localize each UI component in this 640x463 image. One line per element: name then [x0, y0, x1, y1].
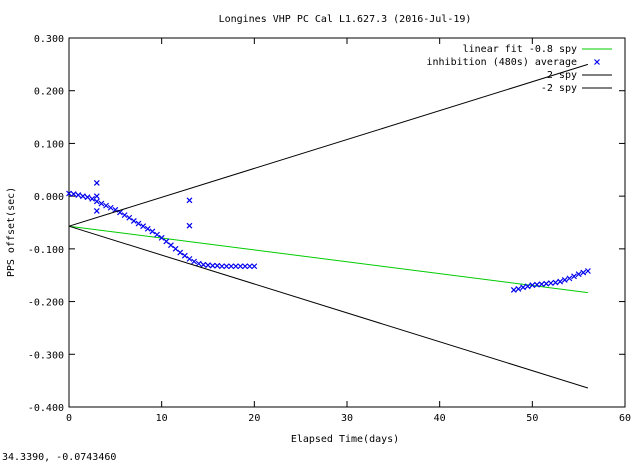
- series-line: [68, 225, 588, 294]
- x-tick-label: 50: [526, 413, 538, 424]
- y-tick-label: 0.300: [34, 34, 64, 45]
- data-point: [510, 287, 517, 293]
- y-tick-label: -0.300: [28, 350, 64, 361]
- data-point: [205, 262, 211, 269]
- data-point: [566, 275, 573, 282]
- data-point: [135, 220, 142, 227]
- data-point: [547, 280, 554, 287]
- data-point: [93, 198, 100, 205]
- data-point: [223, 263, 230, 270]
- y-tick-label: -0.200: [28, 298, 64, 309]
- data-point: [524, 283, 531, 290]
- data-point: [149, 228, 156, 235]
- data-point: [172, 245, 179, 252]
- data-point: [140, 223, 147, 230]
- data-point: [103, 202, 109, 209]
- data-point: [93, 180, 100, 186]
- series-line: [68, 63, 589, 227]
- x-tick-label: 40: [434, 413, 446, 424]
- data-point: [515, 285, 522, 292]
- x-tick-label: 10: [156, 413, 168, 424]
- data-point: [557, 278, 564, 285]
- x-tick-label: 20: [248, 413, 260, 424]
- data-point: [93, 207, 100, 214]
- data-point: [186, 197, 193, 204]
- data-point: [585, 268, 591, 274]
- y-tick-label: -0.100: [28, 245, 64, 256]
- series-layer: [66, 63, 591, 389]
- data-point: [79, 193, 86, 200]
- data-point: [75, 192, 82, 199]
- data-point: [520, 284, 526, 291]
- y-axis-label: PPS offset(sec): [6, 187, 17, 277]
- data-point: [552, 279, 559, 286]
- data-point: [186, 255, 193, 262]
- data-point: [144, 225, 151, 232]
- legend: linear fit -0.8 spy inhibition (480s) ave…: [426, 44, 612, 94]
- data-point: [168, 242, 174, 249]
- data-point: [130, 217, 137, 224]
- data-point: [580, 269, 587, 276]
- legend-swatch: [594, 59, 600, 65]
- x-tick-label: 0: [66, 413, 72, 424]
- data-point: [228, 263, 235, 270]
- data-point: [177, 249, 184, 256]
- series-line: [68, 225, 589, 389]
- data-point: [209, 262, 216, 269]
- y-tick-label: -0.400: [28, 403, 64, 414]
- data-point: [107, 204, 114, 211]
- series-line: [68, 225, 589, 389]
- data-point: [251, 263, 258, 270]
- data-point: [181, 252, 188, 259]
- data-point: [186, 222, 193, 229]
- data-point: [218, 263, 225, 270]
- data-point: [561, 277, 568, 283]
- data-point: [232, 263, 239, 270]
- data-point: [543, 280, 550, 287]
- x-tick-label: 30: [341, 413, 353, 424]
- series-scatter: [66, 180, 591, 293]
- data-point: [195, 260, 202, 267]
- data-point: [66, 190, 72, 197]
- data-point: [538, 281, 545, 288]
- legend-label: 2 spy: [547, 70, 577, 81]
- data-point: [98, 200, 105, 207]
- status-readout: 34.3390, -0.0743460: [2, 452, 116, 463]
- data-point: [529, 282, 536, 289]
- data-point: [89, 195, 96, 202]
- data-point: [571, 273, 577, 280]
- x-axis-label: Elapsed Time(days): [291, 434, 399, 445]
- y-tick-label: 0.100: [34, 139, 64, 150]
- data-point: [246, 263, 253, 270]
- data-point: [154, 231, 160, 238]
- data-point: [70, 191, 77, 197]
- series-line: [68, 63, 589, 227]
- x-tick-label: 60: [619, 413, 631, 424]
- data-point: [84, 194, 91, 201]
- data-point: [158, 234, 165, 241]
- series-line: [68, 225, 588, 294]
- chart-title: Longines VHP PC Cal L1.627.3 (2016-Jul-1…: [219, 14, 472, 25]
- y-tick-label: 0.200: [34, 87, 64, 98]
- axes: 0 10 20 30 40 50 60 0.300 0.200 0.100 0.000 -0.100 -…: [28, 34, 631, 424]
- data-point: [93, 193, 100, 200]
- data-point: [575, 271, 582, 278]
- data-point: [242, 263, 248, 270]
- y-tick-label: 0.000: [34, 192, 64, 203]
- data-point: [126, 214, 133, 221]
- data-point: [200, 261, 207, 268]
- data-point: [121, 212, 128, 219]
- legend-label: linear fit -0.8 spy: [463, 44, 577, 55]
- legend-label: inhibition (480s) average: [426, 57, 577, 68]
- data-point: [163, 238, 170, 245]
- data-point: [214, 262, 221, 269]
- data-point: [237, 263, 244, 270]
- legend-label: -2 spy: [541, 83, 577, 94]
- data-point: [191, 258, 198, 265]
- data-point: [534, 281, 540, 288]
